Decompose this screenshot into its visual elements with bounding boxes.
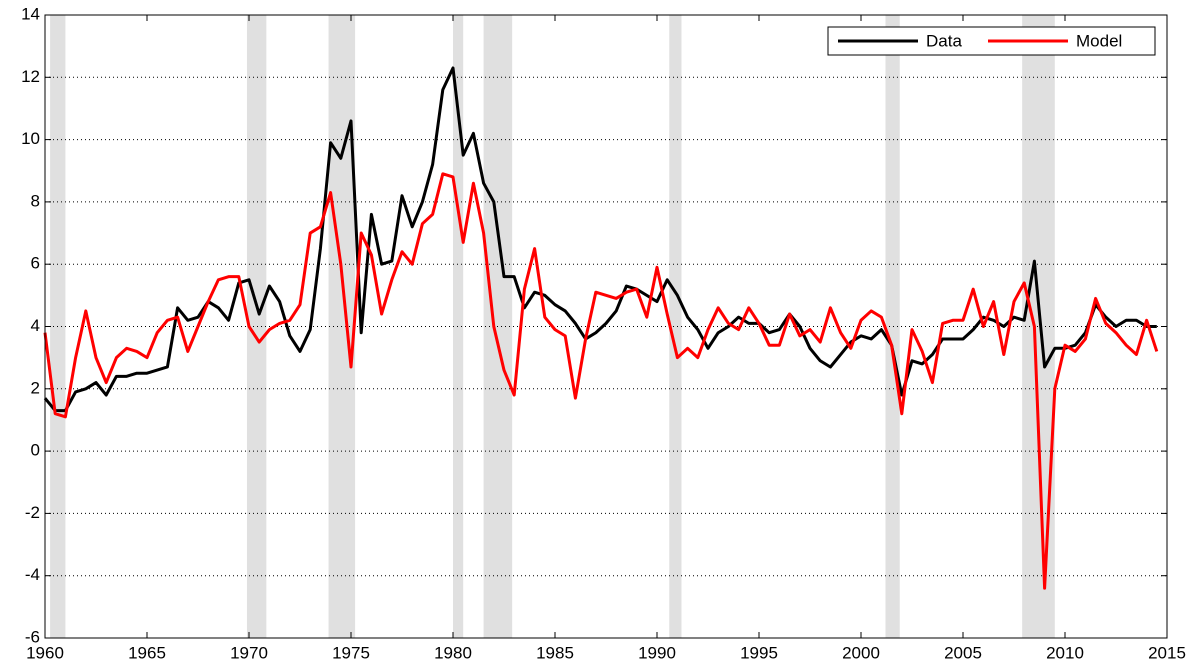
y-tick-label: 2 xyxy=(31,378,40,397)
y-tick-label: 10 xyxy=(21,129,40,148)
y-tick-label: 4 xyxy=(31,316,40,335)
data-line xyxy=(43,66,1157,413)
x-tick-label: 1985 xyxy=(536,643,574,662)
x-tick-label: 1990 xyxy=(638,643,676,662)
legend-label: Model xyxy=(1076,31,1122,50)
recession-band xyxy=(669,15,682,638)
x-tick-label: 2015 xyxy=(1148,643,1186,662)
plot-frame xyxy=(44,14,1168,639)
y-tick-label: 8 xyxy=(31,191,40,210)
y-tick-label: -2 xyxy=(25,503,40,522)
y-tick-label: 14 xyxy=(21,4,40,23)
legend: Data Model xyxy=(827,26,1156,56)
legend-label: Data xyxy=(926,31,962,50)
x-tick-label: 1995 xyxy=(740,643,778,662)
x-tick-label: 2010 xyxy=(1046,643,1084,662)
y-tick-label: 6 xyxy=(31,254,40,273)
y-tick-label: -4 xyxy=(25,565,40,584)
recession-band xyxy=(885,15,900,638)
x-tick-label: 2005 xyxy=(944,643,982,662)
y-tick-label: 12 xyxy=(21,67,40,86)
y-tick-label: 0 xyxy=(31,441,40,460)
x-tick-label: 1975 xyxy=(332,643,370,662)
x-tick-label: 2000 xyxy=(842,643,880,662)
y-tick-label: -6 xyxy=(25,627,40,646)
x-tick-label: 1970 xyxy=(230,643,268,662)
x-tick-label: 1965 xyxy=(128,643,166,662)
x-tick-label: 1960 xyxy=(26,643,64,662)
recession-band xyxy=(246,15,267,638)
x-tick-label: 1980 xyxy=(434,643,472,662)
recession-band xyxy=(453,15,464,638)
data-line xyxy=(43,172,1159,590)
